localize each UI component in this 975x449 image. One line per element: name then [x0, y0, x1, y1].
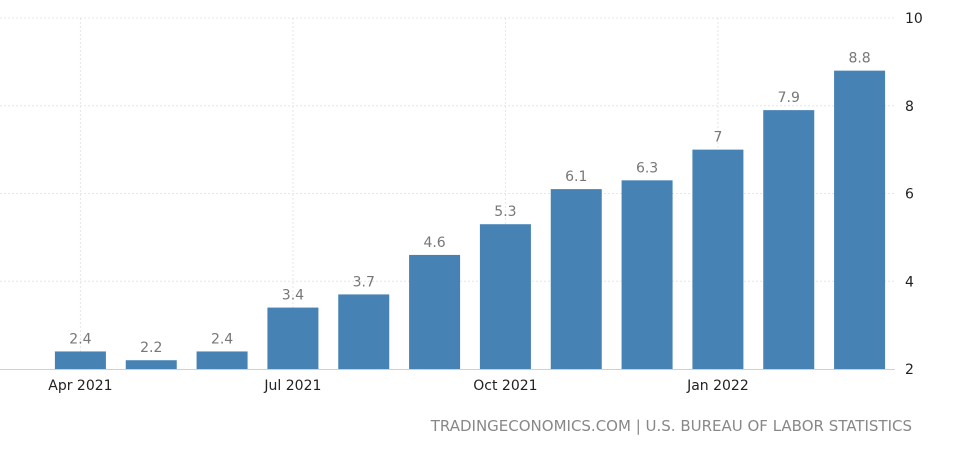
- y-axis-ticks: 2 4 6 8 10: [905, 11, 923, 378]
- y-tick-label: 10: [905, 11, 923, 27]
- data-label: 7.9: [778, 90, 800, 106]
- bar-jul-2021: [267, 307, 319, 369]
- bar-sep-2021: [409, 254, 461, 369]
- bar-apr-2021: [54, 351, 106, 369]
- bars-group: [54, 70, 886, 370]
- data-label: 8.8: [848, 51, 870, 67]
- data-label: 2.2: [140, 340, 162, 356]
- bar-jun-2021: [196, 351, 248, 369]
- data-label: 6.3: [636, 160, 658, 176]
- data-label: 5.3: [494, 204, 516, 220]
- bar-aug-2021: [338, 294, 390, 369]
- x-tick-label: Apr 2021: [48, 378, 112, 394]
- source-attribution: TRADINGECONOMICS.COM | U.S. BUREAU OF LA…: [430, 417, 912, 435]
- data-label: 2.4: [69, 331, 91, 347]
- data-label: 3.4: [282, 288, 304, 304]
- x-tick-label: Oct 2021: [473, 378, 537, 394]
- bar-nov-2021: [550, 189, 602, 369]
- bar-mar-2022: [834, 70, 886, 370]
- y-tick-label: 4: [905, 274, 914, 290]
- bar-feb-2022: [763, 110, 815, 369]
- y-tick-label: 6: [905, 187, 914, 203]
- y-tick-label: 2: [905, 362, 914, 378]
- data-label: 2.4: [211, 331, 233, 347]
- x-tick-label: Jan 2022: [686, 378, 749, 394]
- data-labels-group: 2.4 2.2 2.4 3.4 3.7 4.6 5.3 6.1 6.3 7 7.9 8.8: [69, 51, 870, 357]
- x-axis-ticks: Apr 2021 Jul 2021 Oct 2021 Jan 2022: [48, 378, 748, 394]
- x-tick-label: Jul 2021: [263, 378, 321, 394]
- bar-jan-2022: [692, 149, 744, 369]
- data-label: 6.1: [565, 169, 587, 185]
- data-label: 3.7: [353, 274, 375, 290]
- bar-may-2021: [125, 360, 177, 369]
- y-tick-label: 8: [905, 99, 914, 115]
- bar-dec-2021: [621, 180, 673, 369]
- data-label: 4.6: [423, 235, 445, 251]
- bar-oct-2021: [479, 224, 531, 369]
- data-label: 7: [713, 130, 722, 146]
